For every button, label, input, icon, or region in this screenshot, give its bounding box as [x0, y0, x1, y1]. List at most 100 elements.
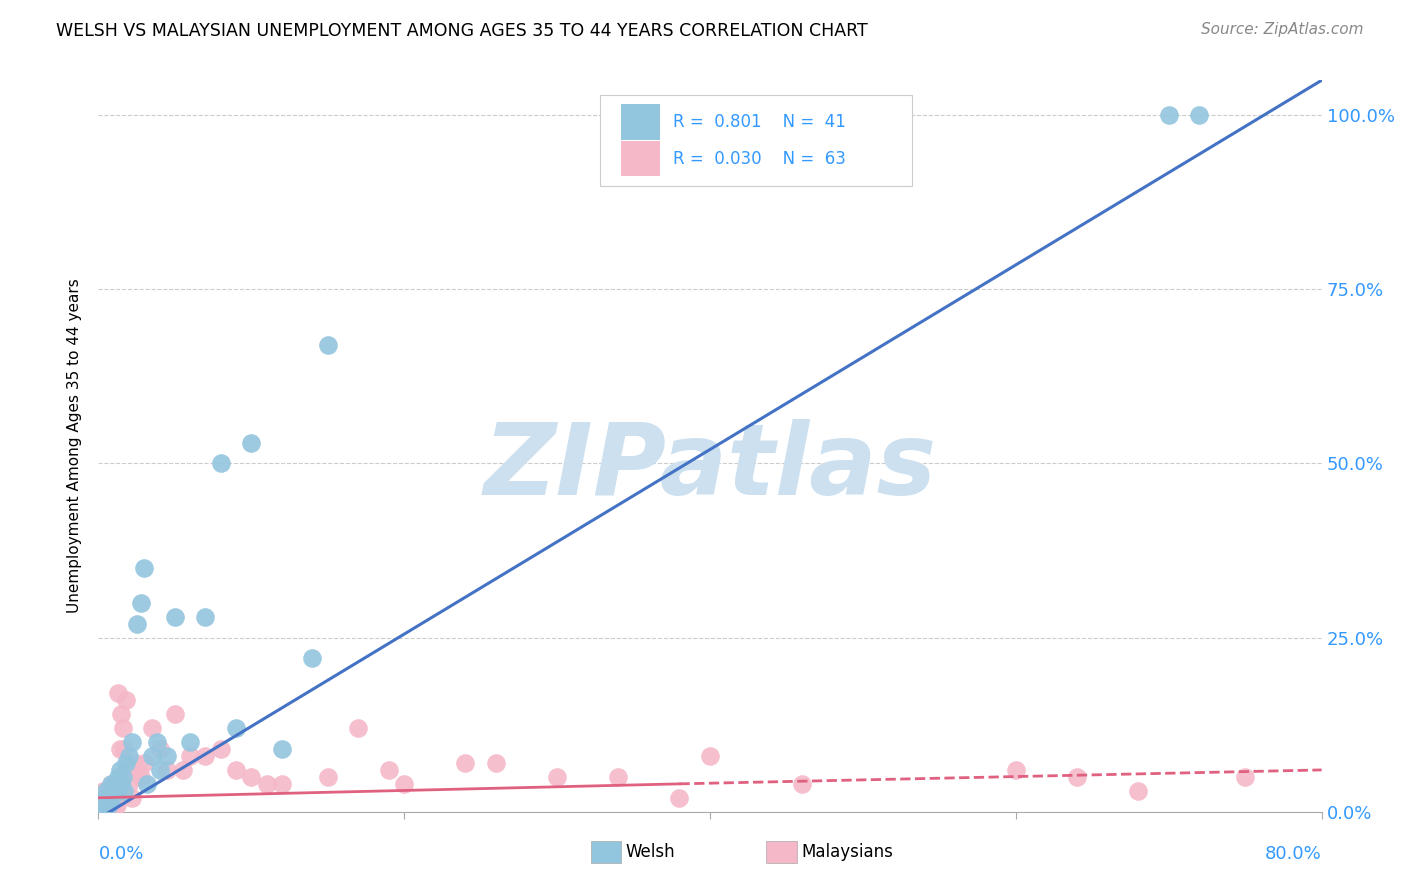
Point [107, 770, 129, 784]
Point [145, 735, 167, 749]
Point [121, 790, 143, 805]
Point [1188, 108, 1211, 122]
Point [100, 784, 122, 798]
Text: R =  0.801    N =  41: R = 0.801 N = 41 [673, 113, 846, 131]
Point [105, 797, 128, 812]
Point [1004, 763, 1026, 777]
Point [1128, 784, 1150, 798]
Point [454, 756, 477, 770]
Point [129, 770, 152, 784]
Point [156, 749, 179, 764]
Point [141, 749, 163, 764]
Point [111, 721, 134, 735]
Point [101, 790, 124, 805]
Point [141, 721, 163, 735]
Point [316, 770, 339, 784]
Point [90, 797, 112, 812]
Point [112, 742, 135, 756]
Point [209, 457, 232, 471]
Point [607, 770, 630, 784]
Point [668, 136, 690, 150]
Point [256, 777, 278, 791]
Point [110, 777, 132, 791]
Text: Source: ZipAtlas.com: Source: ZipAtlas.com [1201, 22, 1364, 37]
Point [93, 797, 115, 812]
Y-axis label: Unemployment Among Ages 35 to 44 years: Unemployment Among Ages 35 to 44 years [67, 278, 83, 614]
Point [163, 707, 186, 722]
Point [225, 763, 247, 777]
Point [104, 797, 127, 812]
Point [91, 797, 114, 812]
Point [104, 777, 127, 791]
Point [136, 777, 159, 791]
Text: Malaysians: Malaysians [801, 843, 893, 861]
Point [98, 797, 121, 812]
Point [112, 784, 135, 798]
Point [115, 756, 138, 770]
Point [107, 686, 129, 700]
Point [91, 797, 114, 812]
Point [94, 797, 117, 812]
Point [121, 735, 143, 749]
Point [104, 790, 127, 805]
Point [149, 742, 172, 756]
Point [129, 596, 152, 610]
Point [97, 790, 120, 805]
Point [118, 777, 141, 791]
Point [89, 797, 111, 812]
Point [103, 784, 125, 798]
Point [485, 756, 508, 770]
Point [179, 749, 201, 764]
Point [94, 784, 117, 798]
Point [225, 721, 247, 735]
Point [98, 797, 121, 812]
Point [134, 561, 156, 575]
Point [194, 749, 217, 764]
Point [118, 749, 141, 764]
Point [668, 790, 690, 805]
Bar [620, 104, 659, 139]
Point [240, 435, 263, 450]
Point [105, 784, 128, 798]
Text: Welsh: Welsh [626, 843, 675, 861]
Point [172, 763, 194, 777]
Point [101, 790, 124, 805]
Point [125, 616, 148, 631]
Point [91, 784, 114, 798]
Point [100, 777, 122, 791]
Text: ZIPatlas: ZIPatlas [484, 419, 936, 516]
Point [90, 790, 112, 805]
Point [1066, 770, 1088, 784]
Point [105, 784, 128, 798]
Point [94, 784, 117, 798]
Point [163, 609, 186, 624]
Bar [620, 141, 659, 176]
Point [270, 742, 292, 756]
Point [124, 756, 146, 770]
Point [156, 763, 179, 777]
Point [209, 742, 232, 756]
Point [240, 770, 263, 784]
Point [699, 749, 721, 764]
Point [115, 693, 138, 707]
Point [546, 770, 568, 784]
Point [110, 707, 132, 722]
Point [347, 721, 370, 735]
Point [97, 790, 120, 805]
Point [101, 797, 124, 812]
Point [392, 777, 416, 791]
Point [1157, 108, 1180, 122]
Point [270, 777, 292, 791]
Text: 80.0%: 80.0% [1265, 845, 1322, 863]
Point [108, 742, 131, 756]
Point [134, 756, 156, 770]
Text: WELSH VS MALAYSIAN UNEMPLOYMENT AMONG AGES 35 TO 44 YEARS CORRELATION CHART: WELSH VS MALAYSIAN UNEMPLOYMENT AMONG AG… [56, 22, 868, 40]
Point [93, 790, 115, 805]
Point [103, 784, 125, 798]
Point [117, 763, 139, 777]
Point [301, 651, 323, 665]
Point [378, 763, 401, 777]
Point [194, 609, 217, 624]
Point [100, 777, 122, 791]
Point [94, 797, 117, 812]
